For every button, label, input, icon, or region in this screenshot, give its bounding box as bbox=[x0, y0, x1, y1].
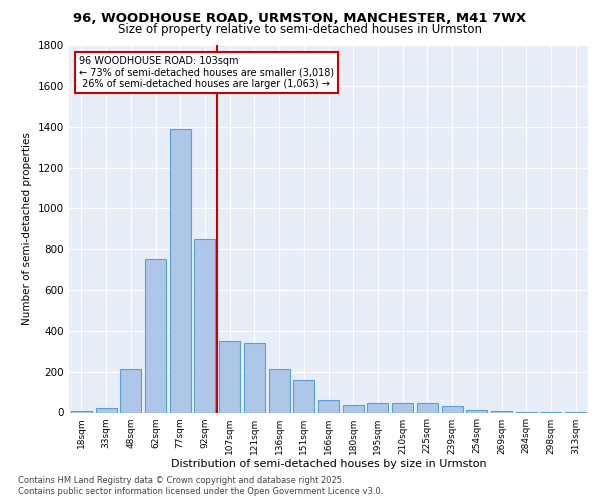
Bar bbox=[244, 343, 265, 412]
Bar bbox=[145, 260, 166, 412]
Text: Contains public sector information licensed under the Open Government Licence v3: Contains public sector information licen… bbox=[18, 487, 383, 496]
Bar bbox=[343, 406, 364, 412]
Bar bbox=[367, 404, 388, 412]
Text: Size of property relative to semi-detached houses in Urmston: Size of property relative to semi-detach… bbox=[118, 22, 482, 36]
Bar bbox=[219, 341, 240, 412]
Bar bbox=[269, 368, 290, 412]
Bar bbox=[120, 368, 141, 412]
Bar bbox=[194, 239, 215, 412]
Bar bbox=[318, 400, 339, 412]
Text: 96, WOODHOUSE ROAD, URMSTON, MANCHESTER, M41 7WX: 96, WOODHOUSE ROAD, URMSTON, MANCHESTER,… bbox=[73, 12, 527, 25]
Bar bbox=[442, 406, 463, 412]
Bar bbox=[417, 404, 438, 412]
Text: 96 WOODHOUSE ROAD: 103sqm
← 73% of semi-detached houses are smaller (3,018)
 26%: 96 WOODHOUSE ROAD: 103sqm ← 73% of semi-… bbox=[79, 56, 335, 89]
Bar bbox=[466, 410, 487, 412]
X-axis label: Distribution of semi-detached houses by size in Urmston: Distribution of semi-detached houses by … bbox=[170, 460, 487, 469]
Bar bbox=[95, 408, 116, 412]
Bar bbox=[392, 404, 413, 412]
Bar bbox=[170, 128, 191, 412]
Text: Contains HM Land Registry data © Crown copyright and database right 2025.: Contains HM Land Registry data © Crown c… bbox=[18, 476, 344, 485]
Bar bbox=[293, 380, 314, 412]
Y-axis label: Number of semi-detached properties: Number of semi-detached properties bbox=[22, 132, 32, 325]
